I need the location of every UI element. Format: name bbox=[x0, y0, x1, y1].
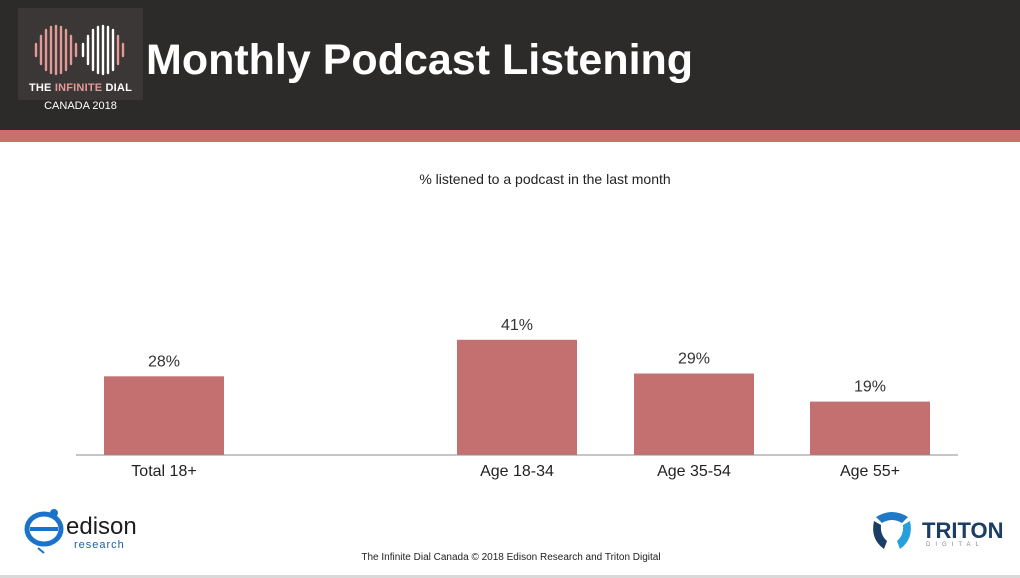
category-label: Age 35-54 bbox=[657, 463, 731, 480]
triton-emblem-icon bbox=[873, 512, 911, 549]
infinite-dial-logo: THE INFINITE DIAL bbox=[18, 8, 143, 100]
logo-title-part1: THE bbox=[28, 82, 55, 94]
triton-subword: DIGITAL bbox=[926, 542, 984, 548]
header-accent-stripe bbox=[0, 130, 1020, 142]
value-label: 41% bbox=[501, 317, 533, 334]
triton-digital-logo: TRITON DIGITAL bbox=[866, 505, 1006, 557]
footer-copyright: The Infinite Dial Canada © 2018 Edison R… bbox=[361, 552, 661, 563]
bar bbox=[457, 339, 577, 455]
bar bbox=[810, 401, 930, 455]
sound-wave-icon bbox=[34, 24, 125, 76]
bar bbox=[104, 376, 224, 455]
edison-swoosh-icon bbox=[24, 509, 64, 554]
edison-wordmark: edison bbox=[66, 513, 137, 540]
category-label: Age 55+ bbox=[840, 463, 900, 480]
triton-wordmark: TRITON bbox=[922, 518, 1004, 543]
chart-title: % listened to a podcast in the last mont… bbox=[419, 171, 671, 187]
logo-title: THE INFINITE DIAL bbox=[18, 82, 143, 94]
value-label: 29% bbox=[678, 351, 710, 368]
value-label: 19% bbox=[854, 379, 886, 396]
logo-title-part2: INFINITE bbox=[54, 82, 103, 94]
bottom-border bbox=[0, 575, 1020, 578]
logo-title-part3: DIAL bbox=[102, 82, 133, 94]
header-bar bbox=[0, 0, 1020, 130]
logo-subtitle: CANADA 2018 bbox=[44, 100, 117, 112]
edison-research-logo: edison research bbox=[24, 505, 154, 555]
category-label: Age 18-34 bbox=[480, 463, 554, 480]
category-label: Total 18+ bbox=[131, 463, 196, 480]
value-label: 28% bbox=[148, 353, 180, 370]
page-title: Monthly Podcast Listening bbox=[146, 36, 694, 84]
bar bbox=[634, 373, 754, 455]
edison-subword: research bbox=[74, 539, 125, 551]
